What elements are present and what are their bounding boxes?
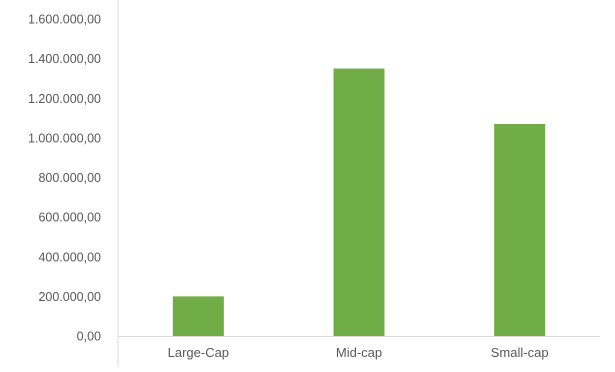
y-tick-label: 0,00 [77,330,101,344]
y-tick-label: 1.000.000,00 [28,131,101,145]
bar-mid-cap [333,68,385,336]
bar-large-cap [172,296,224,336]
bars [172,68,546,336]
y-tick-label: 1.600.000,00 [28,13,101,27]
y-tick-label: 1.400.000,00 [28,52,101,66]
y-tick-label: 800.000,00 [38,171,101,185]
y-axis-tick-labels: 0,00 200.000,00 400.000,00 600.000,00 800.00… [28,13,101,344]
x-tick-label: Small-cap [491,345,549,360]
y-tick-label: 400.000,00 [38,250,101,264]
bar-small-cap [494,124,546,336]
y-tick-label: 600.000,00 [38,211,101,225]
x-tick-label: Mid-cap [336,345,382,360]
y-tick-label: 1.200.000,00 [28,92,101,106]
y-tick-label: 200.000,00 [38,290,101,304]
x-axis-tick-labels: Large-Cap Mid-cap Small-cap [168,345,549,360]
x-tick-label: Large-Cap [168,345,229,360]
